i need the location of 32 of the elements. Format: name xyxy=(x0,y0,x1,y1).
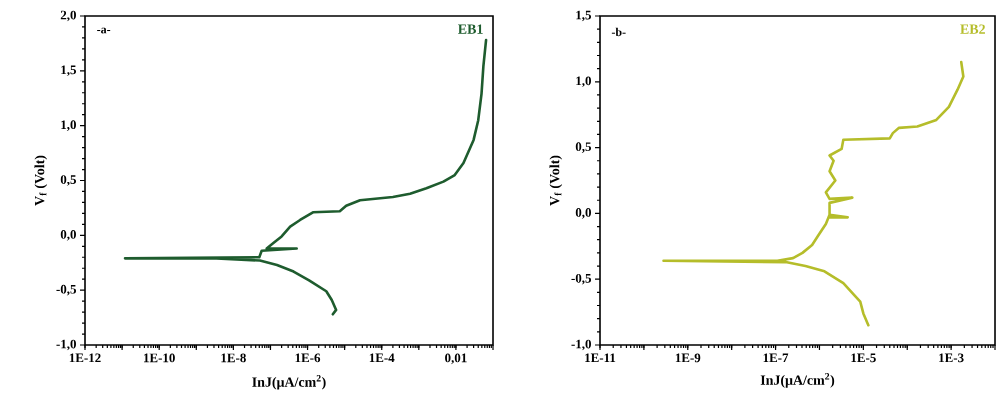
y-tick-label: 1,5 xyxy=(61,65,77,77)
y-tick-label: 0,5 xyxy=(575,142,592,153)
series-label: EB1 xyxy=(458,24,483,34)
y-tick-label: -1,0 xyxy=(56,339,76,351)
annotation: -a- xyxy=(97,27,111,34)
x-tick-label: 1E-4 xyxy=(369,353,395,363)
x-tick-label: 1E-8 xyxy=(221,353,246,363)
y-tick-label: 1,5 xyxy=(576,10,592,22)
x-tick-label: 1E-12 xyxy=(69,353,101,363)
x-axis-title: InJ(μA/cm$^{2}$) xyxy=(760,373,835,388)
y-tick-label: 0,5 xyxy=(60,175,77,186)
x-tick-label: 1E-6 xyxy=(295,353,321,363)
y-tick-label: 0,0 xyxy=(575,208,591,219)
y-tick-label: 1,0 xyxy=(61,120,76,131)
annotation: -b- xyxy=(611,27,626,37)
x-tick-label: 1E-10 xyxy=(144,353,175,363)
x-tick-label: 1E-11 xyxy=(585,353,616,363)
x-axis-title: InJ(μA/cm$^{2}$) xyxy=(252,374,326,390)
y-tick-label: 2,0 xyxy=(60,10,76,22)
y-axis-title: V$_{f}$ (Volt) xyxy=(549,155,563,206)
y-tick-label: 1,0 xyxy=(576,76,591,88)
y-tick-label: -0,5 xyxy=(571,273,592,285)
x-tick-label: 0,01 xyxy=(445,353,467,365)
x-tick-label: 1E-7 xyxy=(763,353,789,363)
x-tick-label: 1E-9 xyxy=(675,353,701,363)
text: EB2 xyxy=(960,24,985,34)
y-axis-title: V$_{f}$ (Volt) xyxy=(34,155,48,206)
x-tick-label: 1E-5 xyxy=(851,353,876,363)
y-tick-label: -1,0 xyxy=(571,339,591,351)
y-tick-label: 0,0 xyxy=(60,230,76,241)
y-tick-label: -0,5 xyxy=(56,284,77,296)
x-tick-label: 1E-3 xyxy=(939,353,964,363)
